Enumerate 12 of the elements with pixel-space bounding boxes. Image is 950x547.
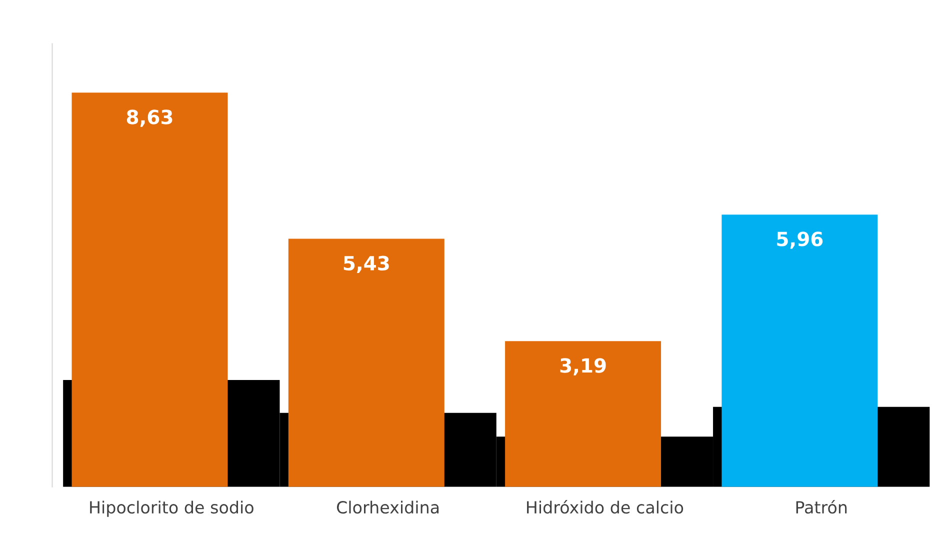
bar: [505, 341, 662, 487]
data-label: 5,43: [344, 256, 389, 274]
data-label: 5,96: [777, 232, 823, 249]
bar: [72, 92, 228, 487]
data-label: 8,63: [126, 110, 172, 127]
data-label: 3,19: [560, 358, 606, 376]
x-tick-label: Hipoclorito de sodio: [90, 500, 254, 517]
bar: [722, 214, 878, 487]
x-tick-label: Clorhexidina: [336, 500, 439, 514]
x-tick-label: Patrón: [796, 500, 847, 514]
bar: [288, 238, 444, 487]
x-tick-label: Hidróxido de calcio: [527, 500, 684, 514]
